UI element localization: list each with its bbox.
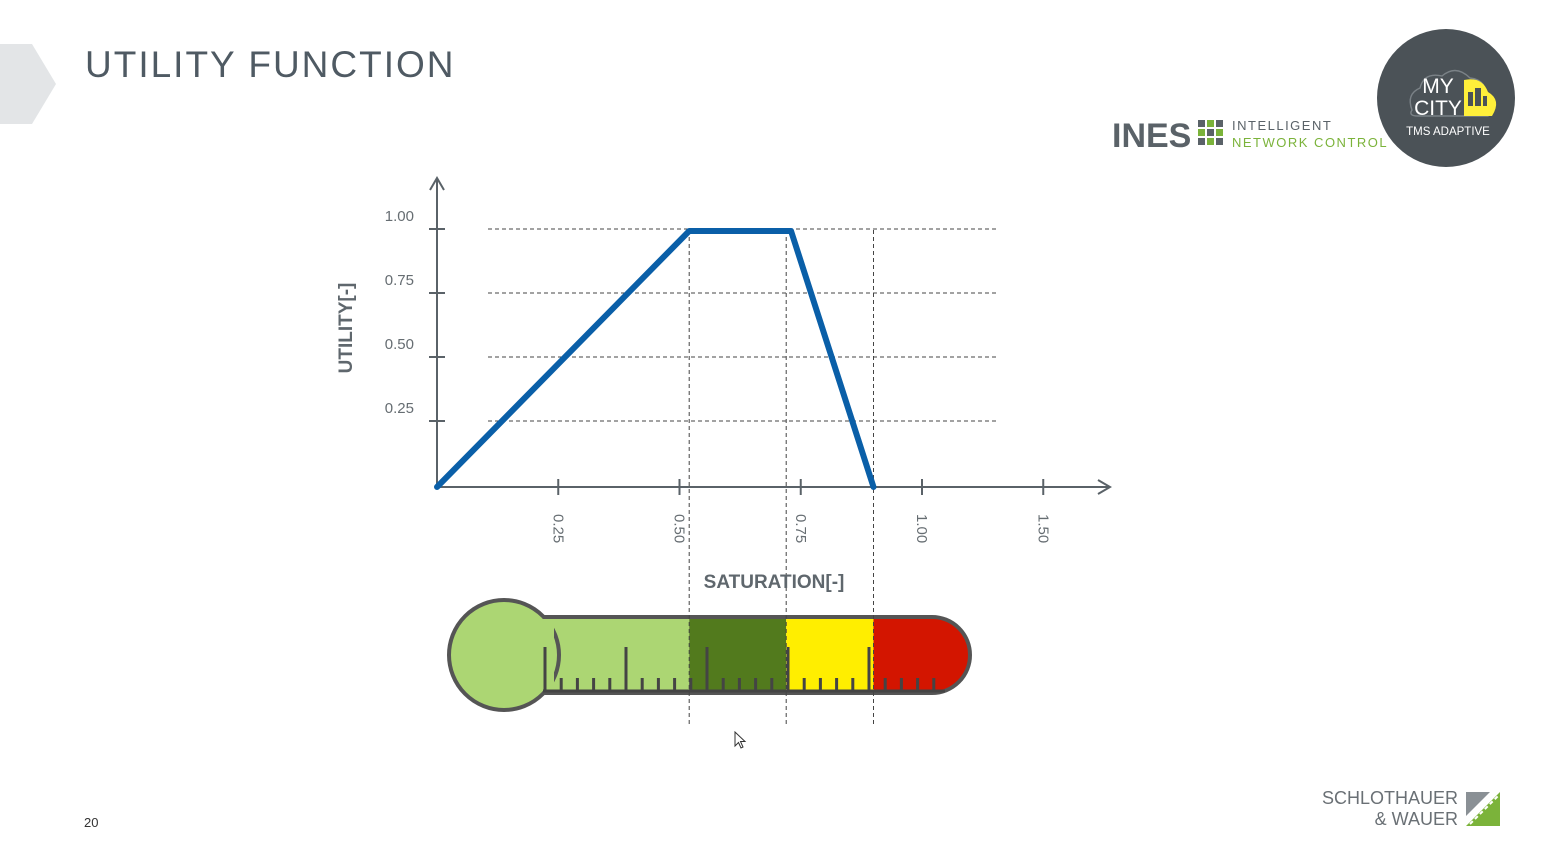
mouse-cursor-icon bbox=[734, 731, 747, 749]
mycity-line2: CITY bbox=[1414, 97, 1462, 120]
mycity-badge: MY CITY TMS ADAPTIVE bbox=[1377, 29, 1515, 167]
company-line1: SCHLOTHAUER bbox=[1322, 788, 1458, 808]
slide-marker-shape bbox=[0, 44, 56, 124]
x-tick-label: 0.25 bbox=[549, 514, 566, 543]
cloud-icon bbox=[1409, 69, 1494, 117]
x-tick-label: 1.00 bbox=[913, 514, 930, 543]
saturation-gauge bbox=[447, 598, 972, 712]
x-tick-label: 0.50 bbox=[671, 514, 688, 543]
x-axis-label: SATURATION[-] bbox=[704, 572, 845, 593]
y-tick-label: 1.00 bbox=[385, 208, 414, 225]
y-axis-label: UTILITY[-] bbox=[336, 283, 357, 374]
y-tick-label: 0.75 bbox=[385, 272, 414, 289]
utility-series-line bbox=[434, 228, 877, 490]
company-mark-icon bbox=[1466, 792, 1500, 826]
ines-logo: INES INTELLIGENT NETWORK CONTROL bbox=[1112, 117, 1388, 155]
ines-logo-text: INES bbox=[1112, 117, 1191, 155]
axes: 0.25 0.50 0.75 1.00 0.25 0.50 0.75 1.00 1.50 bbox=[385, 176, 1112, 543]
ines-logo-line2: NETWORK CONTROL bbox=[1232, 135, 1388, 150]
utility-data-point bbox=[873, 486, 874, 488]
y-tick-label: 0.25 bbox=[385, 400, 414, 417]
utility-data-point bbox=[790, 230, 792, 232]
gauge-zone-red bbox=[873, 617, 970, 693]
gauge-zone-dark-green bbox=[689, 617, 787, 693]
ines-logo-line1: INTELLIGENT bbox=[1232, 118, 1332, 133]
x-tick-label: 0.75 bbox=[792, 514, 809, 543]
slide-number: 20 bbox=[84, 815, 99, 830]
gauge-bulb-joint bbox=[514, 619, 554, 691]
y-tick-label: 0.50 bbox=[385, 336, 414, 353]
utility-data-point bbox=[436, 486, 438, 488]
utility-data-point bbox=[688, 230, 690, 232]
x-axis-arrow-icon bbox=[1097, 479, 1112, 495]
gauge-zone-yellow bbox=[786, 617, 874, 693]
schlothauer-wauer-logo: SCHLOTHAUER & WAUER bbox=[1322, 788, 1500, 829]
x-tick-label: 1.50 bbox=[1034, 514, 1051, 543]
mycity-line3: TMS ADAPTIVE bbox=[1406, 126, 1490, 138]
company-line2: & WAUER bbox=[1375, 809, 1458, 829]
slide-title: UTILITY FUNCTION bbox=[85, 44, 456, 85]
mycity-line1: MY bbox=[1422, 75, 1454, 98]
series-layer bbox=[434, 228, 877, 490]
y-axis-arrow-icon bbox=[429, 176, 445, 191]
ines-grid-icon bbox=[1198, 120, 1223, 145]
